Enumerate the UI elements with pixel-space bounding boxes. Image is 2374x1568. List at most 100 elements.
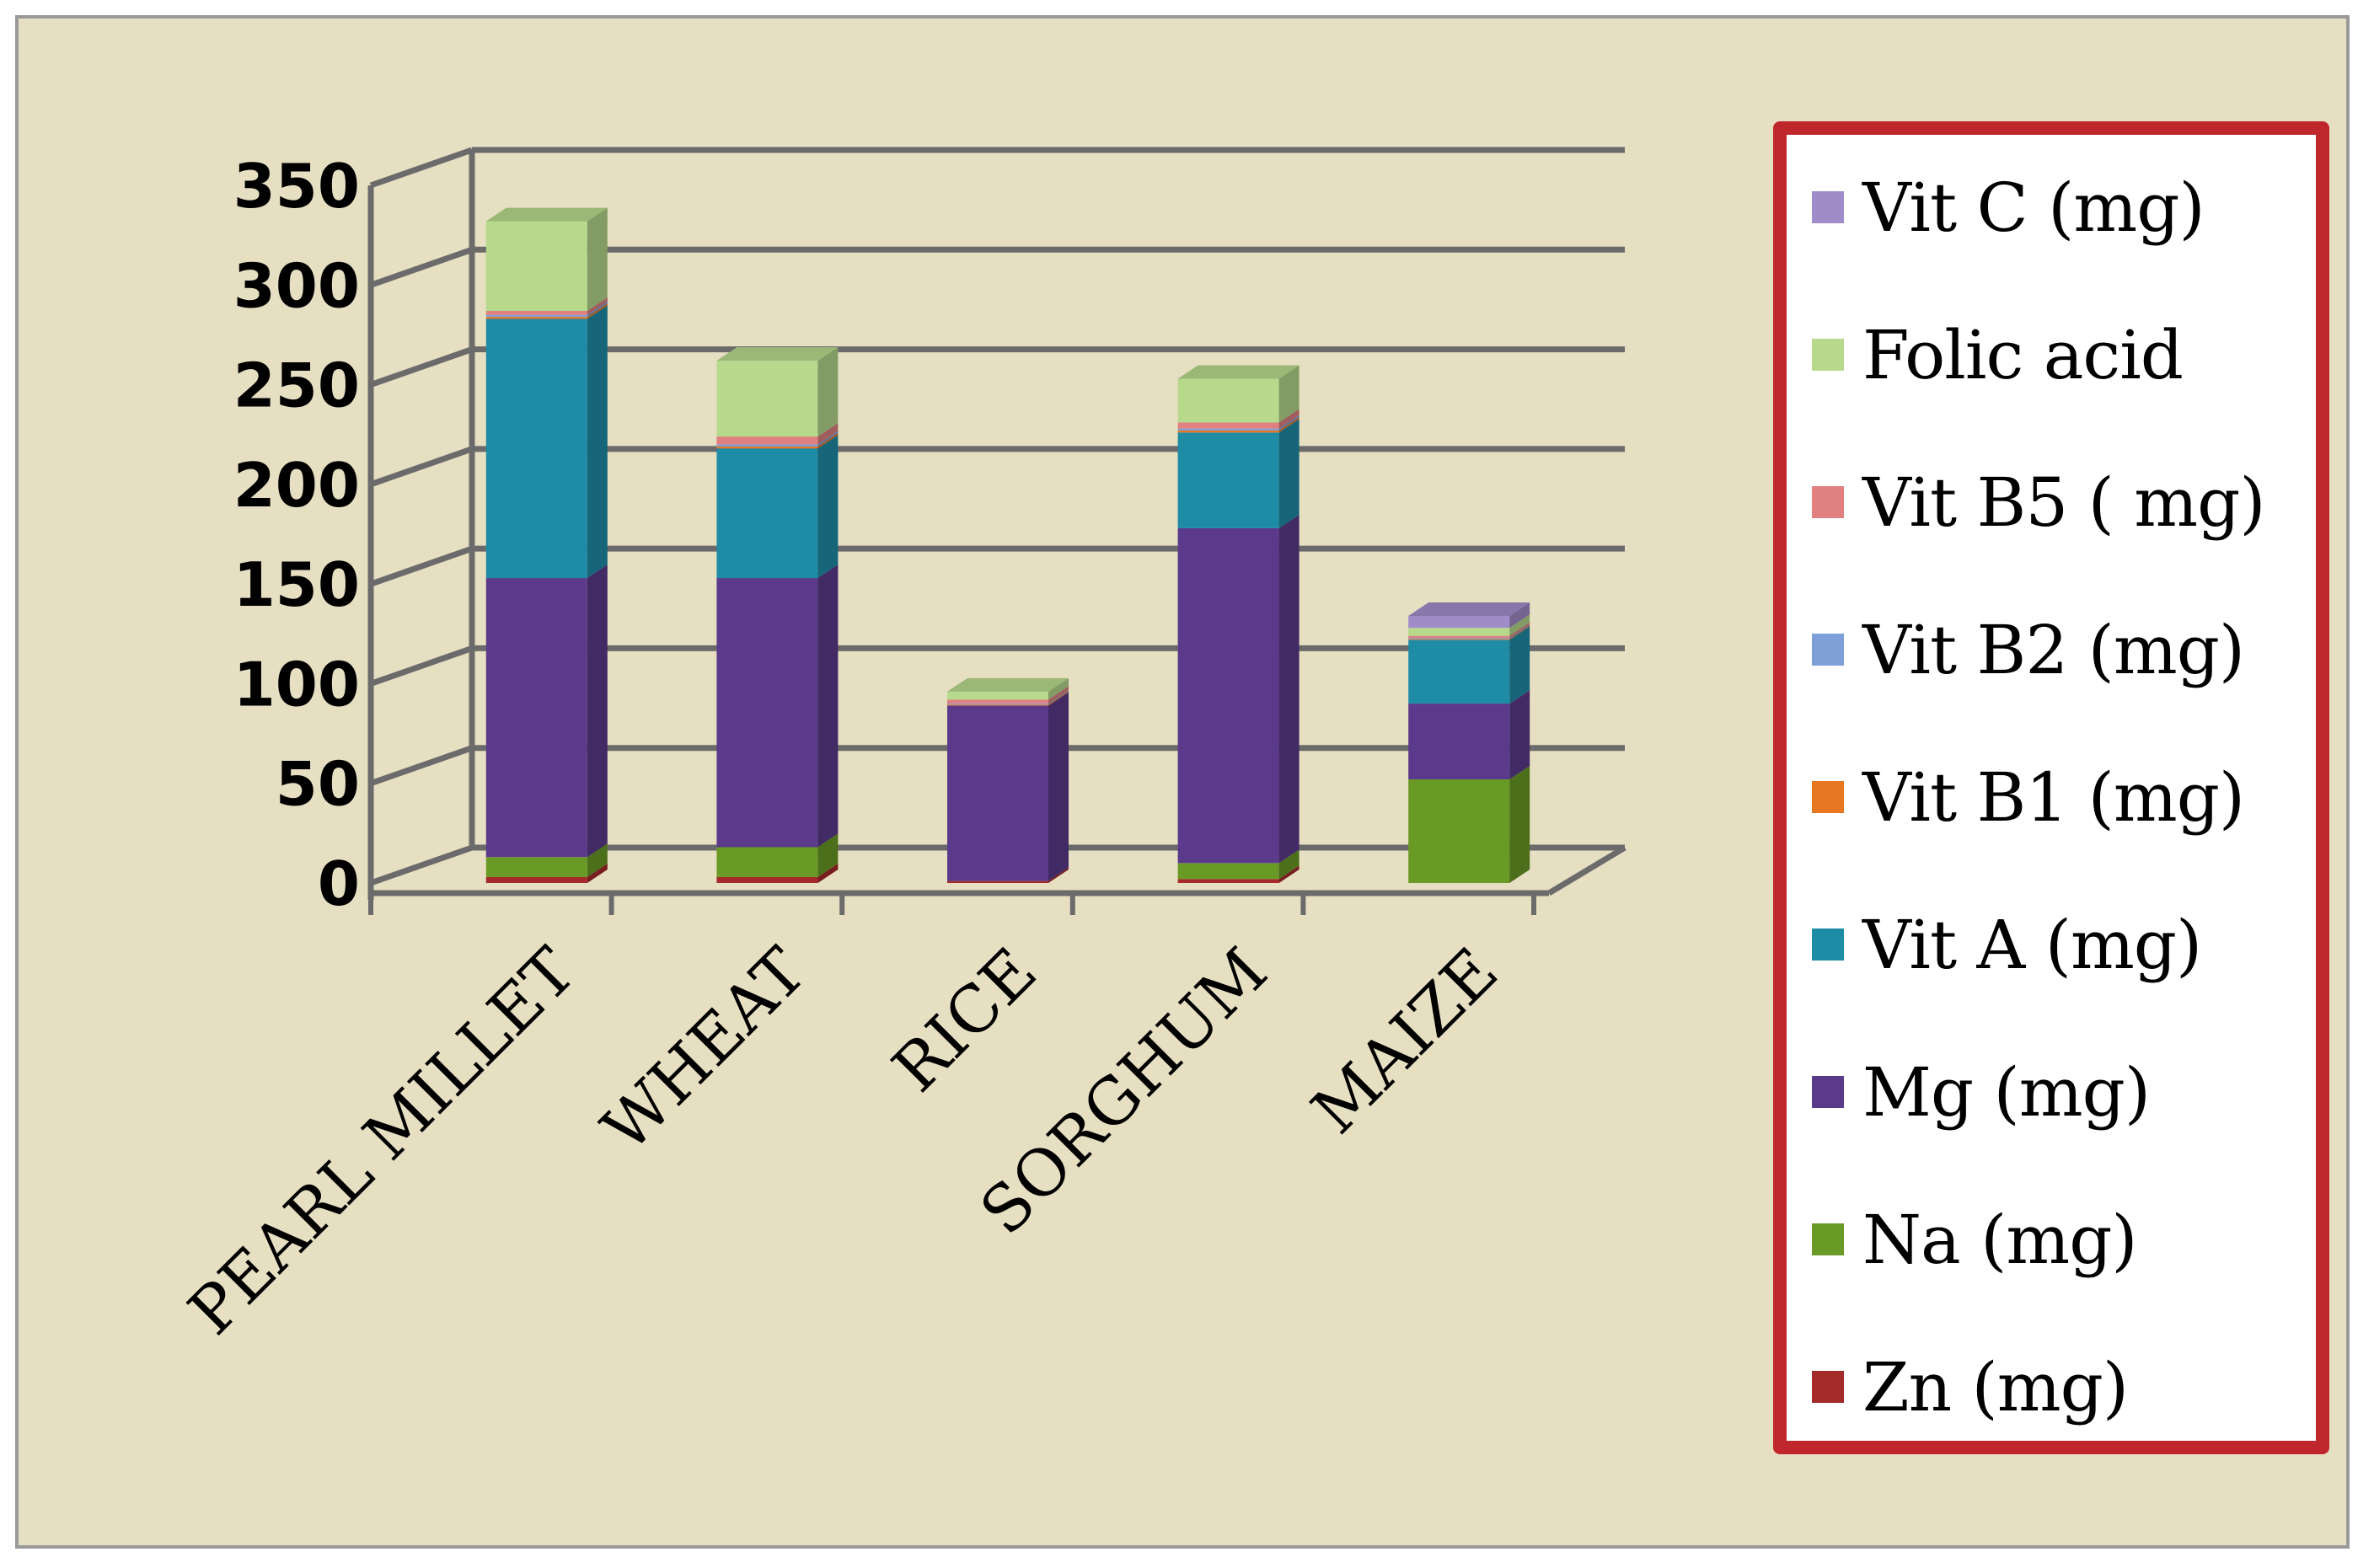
bar-front bbox=[1177, 422, 1279, 429]
bar-front bbox=[1177, 432, 1279, 528]
legend-item: Vit A (mg) bbox=[1812, 894, 2202, 995]
bar-side bbox=[1048, 691, 1069, 706]
bar-side bbox=[1509, 626, 1530, 704]
bar-front bbox=[485, 857, 587, 877]
legend-item: Vit B5 ( mg) bbox=[1812, 452, 2266, 553]
legend-item: Vit B1 (mg) bbox=[1812, 747, 2245, 848]
bar-segment bbox=[1177, 416, 1300, 433]
y-tick-label: 250 bbox=[233, 351, 360, 421]
bar-top bbox=[716, 347, 839, 361]
x-tick-label: RICE bbox=[878, 934, 1051, 1106]
bar-front bbox=[947, 880, 1048, 883]
legend-label: Zn (mg) bbox=[1862, 1347, 2129, 1426]
y-tick-label: 350 bbox=[233, 151, 360, 222]
bar-side bbox=[587, 305, 608, 579]
bar-front bbox=[1408, 640, 1510, 704]
bar-side bbox=[587, 303, 608, 319]
gridline-side bbox=[369, 446, 474, 488]
gridline-side bbox=[369, 246, 474, 288]
bar-segment bbox=[1408, 625, 1530, 640]
legend-label: Folic acid bbox=[1862, 315, 2184, 394]
floor-edge bbox=[1547, 844, 1626, 896]
bar-side bbox=[1278, 514, 1300, 864]
bar-front bbox=[716, 847, 818, 877]
bar-front bbox=[947, 699, 1048, 704]
bar-side bbox=[1509, 622, 1530, 639]
legend-item: Folic acid bbox=[1812, 304, 2184, 405]
legend-swatch bbox=[1812, 191, 1844, 223]
bar-side bbox=[1509, 625, 1530, 640]
legend-item: Na (mg) bbox=[1812, 1189, 2138, 1290]
bar-segment bbox=[1408, 626, 1530, 704]
gridline-side bbox=[369, 844, 474, 886]
legend-swatch bbox=[1812, 634, 1844, 666]
bar-side bbox=[1278, 416, 1300, 433]
bar-segment bbox=[1177, 865, 1300, 883]
bar-front bbox=[716, 876, 818, 883]
legend-swatch bbox=[1812, 486, 1844, 518]
legend-label: Vit B1 (mg) bbox=[1862, 757, 2245, 837]
grid-layer bbox=[367, 147, 1626, 900]
bar-top bbox=[1177, 365, 1300, 379]
bar-side bbox=[817, 431, 839, 447]
bar-side bbox=[817, 863, 839, 883]
bar-top bbox=[947, 677, 1069, 692]
bar-segment bbox=[716, 431, 839, 447]
legend-item: Mg (mg) bbox=[1812, 1041, 2151, 1143]
bar-segment bbox=[485, 297, 608, 315]
y-tick-label: 100 bbox=[233, 649, 360, 720]
bar-front bbox=[947, 691, 1048, 700]
bar-front bbox=[716, 436, 818, 445]
bar-side bbox=[587, 301, 608, 318]
gridline-side bbox=[369, 745, 474, 787]
bar-segment bbox=[1408, 622, 1530, 639]
bar-side bbox=[1278, 419, 1300, 528]
y-axis-ticks: 0 50 100 150 200 250 300 350 bbox=[233, 151, 360, 919]
bar-front bbox=[947, 704, 1048, 706]
bar-segment bbox=[947, 691, 1069, 706]
bar-front bbox=[1177, 879, 1279, 883]
bar-front bbox=[1177, 527, 1279, 864]
legend: Vit C (mg) Folic acid Vit B5 ( mg) Vit B2 (… bbox=[1773, 121, 2329, 1454]
bar-side bbox=[817, 833, 839, 877]
bar-front bbox=[716, 446, 818, 449]
bar-side bbox=[1509, 765, 1530, 883]
bar-side bbox=[587, 843, 608, 877]
bar-side bbox=[587, 863, 608, 883]
bar-front bbox=[485, 318, 587, 579]
bar-segment bbox=[1408, 624, 1530, 640]
bar-segment bbox=[485, 565, 608, 858]
bar-front bbox=[1408, 704, 1510, 779]
bar-side bbox=[1048, 690, 1069, 705]
bar-segment bbox=[1408, 602, 1530, 629]
y-tick-label: 0 bbox=[318, 848, 360, 919]
bar-side bbox=[1048, 867, 1069, 883]
legend-item: Zn (mg) bbox=[1812, 1336, 2129, 1437]
bar-front bbox=[716, 448, 818, 579]
legend-label: Mg (mg) bbox=[1862, 1052, 2151, 1132]
bar-side bbox=[817, 565, 839, 848]
bar-segment bbox=[716, 347, 839, 437]
legend-swatch bbox=[1812, 781, 1844, 813]
bar-segment bbox=[485, 305, 608, 579]
bar-front bbox=[1408, 638, 1510, 640]
legend-label: Vit A (mg) bbox=[1862, 905, 2202, 984]
bar-segment bbox=[1177, 419, 1300, 528]
bar-front bbox=[1177, 863, 1279, 880]
legend-label: Na (mg) bbox=[1862, 1200, 2138, 1279]
bar-side bbox=[1278, 409, 1300, 429]
bars-layer bbox=[485, 207, 1530, 883]
bar-front bbox=[1408, 628, 1510, 636]
legend-swatch bbox=[1812, 928, 1844, 961]
bar-front bbox=[485, 311, 587, 315]
legend-swatch bbox=[1812, 339, 1844, 371]
bar-segment bbox=[716, 432, 839, 449]
bar-segment bbox=[947, 686, 1069, 704]
bar-segment bbox=[1408, 690, 1530, 779]
bar-front bbox=[716, 361, 818, 437]
bar-segment bbox=[485, 863, 608, 883]
legend-label: Vit C (mg) bbox=[1862, 168, 2205, 247]
x-tick-label: WHEAT bbox=[587, 934, 820, 1166]
bar-side bbox=[817, 347, 839, 437]
bar-front bbox=[1177, 430, 1279, 433]
